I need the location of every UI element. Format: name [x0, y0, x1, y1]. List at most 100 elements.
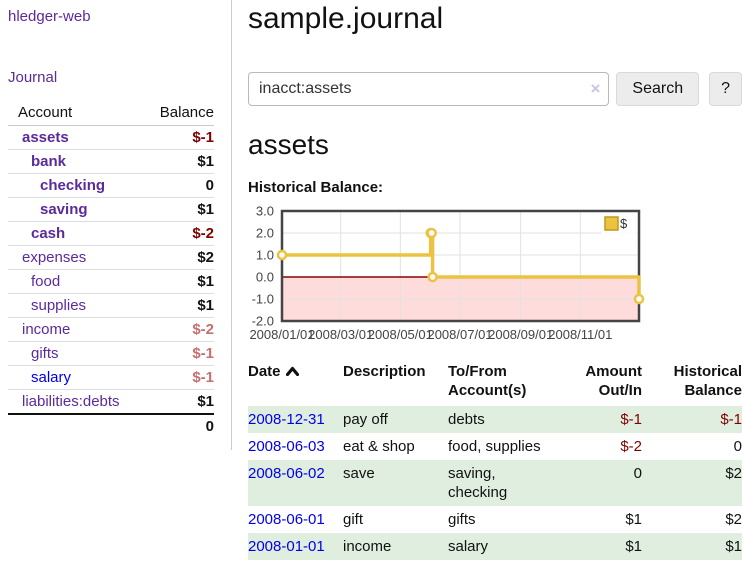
register-header-accounts: To/From Account(s) — [448, 363, 527, 399]
transaction-accounts-cell: debts — [448, 411, 485, 428]
hledger-web-page: hledger-web Journal Account Balance asse… — [8, 0, 742, 560]
svg-text:2008/01/01: 2008/01/01 — [249, 327, 314, 342]
account-balance: $-1 — [192, 129, 214, 146]
sidebar-account-link[interactable]: gifts — [31, 345, 59, 362]
account-name-cell: cash — [8, 221, 139, 246]
accounts-table: Account Balance assets $-1 bank $1 checking 0… — [8, 101, 214, 438]
sidebar-account-link[interactable]: liabilities:debts — [22, 393, 120, 410]
search-button[interactable]: Search — [616, 72, 700, 106]
account-balance: $1 — [138, 389, 214, 414]
app-title-link[interactable]: hledger-web — [8, 8, 91, 25]
svg-text:2008/05/01: 2008/05/01 — [368, 327, 433, 342]
transaction-date-cell: 2008-06-02 — [248, 460, 343, 506]
transaction-accounts-cell: salary — [448, 538, 489, 555]
sidebar-account-link[interactable]: cash — [31, 225, 66, 242]
chart-canvas: 3.0 2.0 1.0 0.0 -1.0 -2.02008/01/012008/03/01… — [249, 205, 645, 342]
transaction-date-link[interactable]: 2008-06-01 — [248, 511, 325, 528]
transaction-description-cell: save — [343, 465, 375, 482]
account-name-cell: checking — [8, 173, 139, 198]
svg-text:2008/07/01: 2008/07/01 — [427, 327, 492, 342]
register-header-amount: Amount Out/In — [585, 363, 642, 399]
account-heading: assets — [248, 129, 329, 160]
register-table: Date Description To/From Account(s) Amou… — [248, 360, 742, 560]
accounts-total-row: 0 — [8, 413, 214, 438]
account-row: salary $-1 — [8, 365, 214, 390]
sidebar-account-link[interactable]: saving — [40, 201, 88, 218]
account-balance: $1 — [138, 293, 214, 318]
account-balance: $2 — [138, 245, 214, 270]
account-balance: $1 — [138, 197, 214, 222]
account-name-cell: assets — [8, 126, 139, 150]
transaction-balance-cell: 0 — [733, 438, 742, 455]
legend-label: $ — [620, 216, 628, 231]
account-row: assets $-1 — [8, 126, 214, 150]
transaction-description-cell: income — [343, 538, 392, 555]
register-row: 2008-01-01 income salary $1 $1 — [248, 533, 742, 560]
legend-swatch — [604, 216, 619, 231]
account-row: saving $1 — [8, 197, 214, 222]
transaction-accounts-cell: saving, checking — [448, 465, 508, 501]
sidebar-item-journal[interactable]: Journal — [8, 69, 58, 86]
transaction-amount-cell: $1 — [625, 511, 642, 528]
accounts-header-balance: Balance — [138, 101, 214, 126]
transaction-amount-cell: 0 — [633, 465, 642, 482]
svg-text:2.0: 2.0 — [256, 226, 274, 241]
transaction-amount-cell: $1 — [625, 538, 642, 555]
transaction-date-link[interactable]: 2008-06-02 — [248, 465, 325, 482]
account-row: food $1 — [8, 269, 214, 294]
sidebar-account-link[interactable]: supplies — [31, 297, 87, 314]
register-header-date[interactable]: Date — [248, 360, 343, 406]
account-name-cell: salary — [8, 365, 139, 390]
transaction-date-link[interactable]: 2008-12-31 — [248, 411, 325, 428]
transaction-balance-cell: $1 — [725, 538, 742, 555]
sidebar-account-link[interactable]: assets — [22, 129, 69, 146]
account-balance: 0 — [138, 173, 214, 198]
transaction-balance-cell: $2 — [725, 465, 742, 482]
account-name-cell: saving — [8, 197, 139, 222]
page-title: sample.journal — [248, 2, 444, 35]
transaction-date-link[interactable]: 2008-01-01 — [248, 538, 325, 555]
search-form: × Search ? — [248, 72, 742, 106]
svg-text:2008/03/01: 2008/03/01 — [308, 327, 373, 342]
account-row: liabilities:debts $1 — [8, 389, 214, 414]
account-row: bank $1 — [8, 149, 214, 174]
account-name-cell: liabilities:debts — [8, 389, 139, 414]
register-header-balance: Historical Balance — [673, 363, 742, 399]
sidebar-account-link[interactable]: salary — [31, 369, 72, 386]
transaction-description-cell: pay off — [343, 411, 388, 428]
account-row: supplies $1 — [8, 293, 214, 318]
transaction-date-link[interactable]: 2008-06-03 — [248, 438, 325, 455]
transaction-description-cell: eat & shop — [343, 438, 415, 455]
transaction-date-cell: 2008-06-03 — [248, 433, 343, 460]
historical-balance-chart[interactable]: 3.0 2.0 1.0 0.0 -1.0 -2.0 2008/01/01 2008/03/01… — [242, 205, 742, 347]
sidebar-account-link[interactable]: income — [22, 321, 71, 338]
main-content: sample.journal × Search ? assets Histori… — [232, 0, 742, 560]
transaction-amount-cell: $-2 — [620, 438, 642, 455]
account-name-cell: expenses — [8, 245, 139, 270]
transaction-date-cell: 2008-01-01 — [248, 533, 343, 560]
transaction-date-cell: 2008-06-01 — [248, 506, 343, 533]
sidebar-account-link[interactable]: bank — [31, 153, 67, 170]
transaction-date-cell: 2008-12-31 — [248, 406, 343, 433]
register-row: 2008-06-03 eat & shop food, supplies $-2 0 — [248, 433, 742, 460]
svg-text:3.0: 3.0 — [256, 205, 274, 219]
search-input[interactable] — [248, 72, 610, 106]
sidebar-account-link[interactable]: checking — [40, 177, 106, 194]
svg-text:2008/09/01: 2008/09/01 — [488, 327, 553, 342]
sidebar-account-link[interactable]: food — [31, 273, 61, 290]
transaction-accounts-cell: gifts — [448, 511, 476, 528]
account-balance: $1 — [138, 149, 214, 174]
account-balance: $-2 — [138, 221, 214, 246]
accounts-total-label — [8, 413, 139, 438]
account-balance: $-2 — [138, 317, 214, 342]
sidebar-account-link[interactable]: expenses — [22, 249, 87, 266]
transaction-amount-cell: $-1 — [620, 411, 642, 428]
accounts-total-value: 0 — [138, 413, 214, 438]
register-header-description: Description — [343, 363, 426, 380]
transaction-accounts-cell: food, supplies — [448, 438, 541, 455]
clear-search-icon[interactable]: × — [590, 79, 601, 98]
account-name-cell: income — [8, 317, 139, 342]
help-button[interactable]: ? — [709, 72, 742, 106]
register-header-date-label: Date — [248, 363, 281, 380]
register-row: 2008-06-02 save saving, checking 0 $2 — [248, 460, 742, 506]
